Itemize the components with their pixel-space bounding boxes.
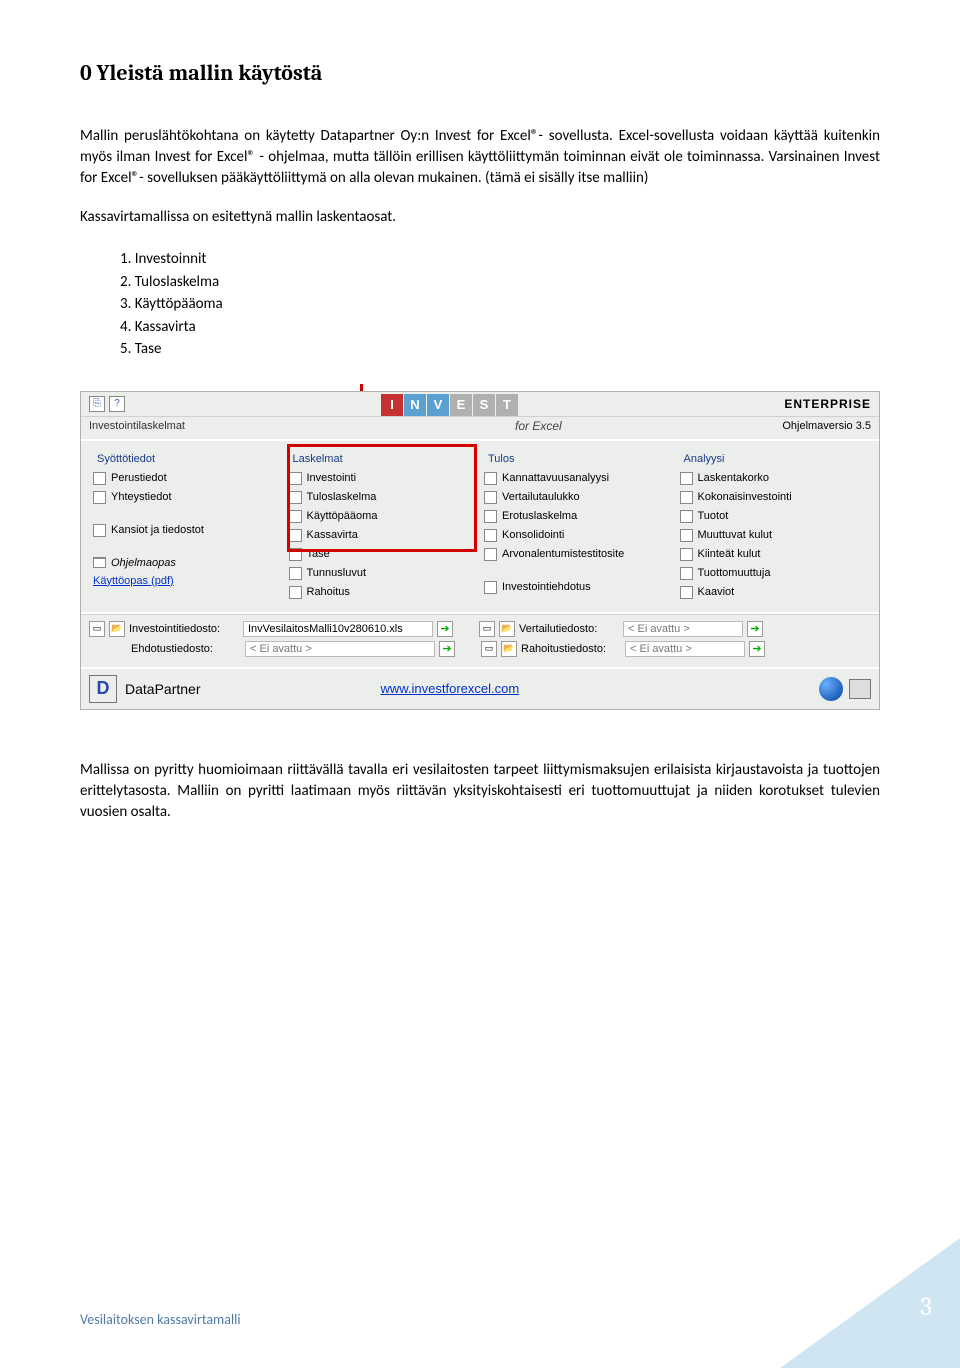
logo-letter: V — [427, 394, 449, 416]
paragraph-2: Kassavirtamallissa on esitettynä mallin … — [80, 207, 880, 228]
item-kaaviot[interactable]: Kaaviot — [680, 585, 868, 600]
list-item: 1. Investoinnit — [120, 248, 880, 271]
item-kannattavuus[interactable]: Kannattavuusanalyysi — [484, 471, 672, 486]
item-arvonalentumis[interactable]: Arvonalentumistestitosite — [484, 547, 672, 562]
open-icon[interactable]: 📂 — [501, 641, 517, 657]
item-kayttoopas-pdf[interactable]: Käyttöopas (pdf) — [93, 574, 281, 588]
footer-text: Vesilaitoksen kassavirtamalli — [80, 1311, 241, 1328]
item-perustiedot[interactable]: Perustiedot — [93, 471, 281, 486]
section-heading: 0 Yleistä mallin käytöstä — [80, 60, 880, 86]
app-screenshot: I N V E S T ⎘ ? ENTERPRISE Investointila… — [80, 391, 880, 710]
version-label: Ohjelmaversio 3.5 — [782, 420, 871, 432]
col-head: Laskelmat — [289, 453, 477, 465]
list-item: 3. Käyttöpääoma — [120, 293, 880, 316]
go-icon[interactable]: ➔ — [749, 641, 765, 657]
item-tuotot[interactable]: Tuotot — [680, 509, 868, 524]
item-kansiot[interactable]: Kansiot ja tiedostot — [93, 523, 281, 538]
numbered-list: 1. Investoinnit 2. Tuloslaskelma 3. Käyt… — [80, 248, 880, 361]
screenshot-sub-bar: Investointilaskelmat for Excel Ohjelmave… — [81, 417, 879, 439]
col-head: Analyysi — [680, 453, 868, 465]
screenshot-files: ▭ 📂 Investointitiedosto: InvVesilaitosMa… — [81, 614, 879, 667]
file-label: Rahoitustiedosto: — [521, 643, 621, 655]
item-investointiehdotus[interactable]: Investointiehdotus — [484, 580, 672, 595]
page-number: 3 — [920, 1292, 932, 1322]
item-rahoitus[interactable]: Rahoitus — [289, 585, 477, 600]
paragraph-1: Mallin peruslähtökohtana on käytetty Dat… — [80, 126, 880, 189]
item-vertailutaulukko[interactable]: Vertailutaulukko — [484, 490, 672, 505]
list-item: 5. Tase — [120, 338, 880, 361]
file-value: < Ei avattu > — [623, 621, 743, 637]
item-tase[interactable]: Tase — [289, 547, 477, 562]
website-link[interactable]: www.investforexcel.com — [380, 681, 519, 696]
logo-letter: I — [381, 394, 403, 416]
file-row: ▭ 📂 Investointitiedosto: InvVesilaitosMa… — [89, 621, 871, 637]
item-kiinteatkulut[interactable]: Kiinteät kulut — [680, 547, 868, 562]
invest-logo: I N V E S T — [381, 394, 519, 416]
new-icon[interactable]: ▭ — [479, 621, 495, 637]
item-investointi[interactable]: Investointi — [289, 471, 477, 486]
for-excel-label: for Excel — [515, 419, 562, 433]
list-item: 4. Kassavirta — [120, 316, 880, 339]
open-icon[interactable]: 📂 — [109, 621, 125, 637]
item-kokonaisinvestointi[interactable]: Kokonaisinvestointi — [680, 490, 868, 505]
logo-letter: E — [450, 394, 472, 416]
module-label: Investointilaskelmat — [89, 420, 185, 432]
file-label: Ehdotustiedosto: — [131, 643, 241, 655]
file-row: Ehdotustiedosto: < Ei avattu > ➔ ▭ 📂 Rah… — [89, 641, 871, 657]
logo-letter: N — [404, 394, 426, 416]
new-icon[interactable]: ▭ — [89, 621, 105, 637]
col-head: Tulos — [484, 453, 672, 465]
datapartner-logo-icon: D — [89, 675, 117, 703]
file-value: < Ei avattu > — [245, 641, 435, 657]
go-icon[interactable]: ➔ — [437, 621, 453, 637]
item-ohjelmaopas[interactable]: Ohjelmaopas — [93, 556, 281, 570]
help-icon[interactable]: ? — [109, 396, 125, 412]
list-item: 2. Tuloslaskelma — [120, 271, 880, 294]
file-value: < Ei avattu > — [625, 641, 745, 657]
item-kassavirta[interactable]: Kassavirta — [289, 528, 477, 543]
item-yhteystiedot[interactable]: Yhteystiedot — [93, 490, 281, 505]
go-icon[interactable]: ➔ — [747, 621, 763, 637]
paragraph-3: Mallissa on pyritty huomioimaan riittävä… — [80, 760, 880, 823]
door-icon[interactable]: ⎘ — [89, 396, 105, 412]
col-laskelmat: Laskelmat Investointi Tuloslaskelma Käyt… — [285, 453, 481, 604]
open-icon[interactable]: 📂 — [499, 621, 515, 637]
item-muuttuvatkulut[interactable]: Muuttuvat kulut — [680, 528, 868, 543]
item-konsolidointi[interactable]: Konsolidointi — [484, 528, 672, 543]
printer-icon[interactable] — [849, 679, 871, 699]
footer-triangle — [780, 1238, 960, 1368]
screenshot-grid: Syöttötiedot Perustiedot Yhteystiedot Ka… — [81, 439, 879, 614]
screenshot-footer: D DataPartner www.investforexcel.com — [81, 667, 879, 709]
item-kayttopaaoma[interactable]: Käyttöpääoma — [289, 509, 477, 524]
item-erotuslaskelma[interactable]: Erotuslaskelma — [484, 509, 672, 524]
item-laskentakorko[interactable]: Laskentakorko — [680, 471, 868, 486]
file-label: Investointitiedosto: — [129, 623, 239, 635]
go-icon[interactable]: ➔ — [439, 641, 455, 657]
col-analyysi: Analyysi Laskentakorko Kokonaisinvestoin… — [676, 453, 872, 604]
new-icon[interactable]: ▭ — [481, 641, 497, 657]
col-tulos: Tulos Kannattavuusanalyysi Vertailutaulu… — [480, 453, 676, 604]
col-head: Syöttötiedot — [93, 453, 281, 465]
item-tunnusluvut[interactable]: Tunnusluvut — [289, 566, 477, 581]
file-label: Vertailutiedosto: — [519, 623, 619, 635]
logo-letter: T — [496, 394, 518, 416]
item-tuloslaskelma[interactable]: Tuloslaskelma — [289, 490, 477, 505]
logo-letter: S — [473, 394, 495, 416]
datapartner-label: DataPartner — [125, 681, 200, 697]
globe-icon[interactable] — [819, 677, 843, 701]
edition-label: ENTERPRISE — [784, 397, 871, 411]
item-tuottomuuttuja[interactable]: Tuottomuuttuja — [680, 566, 868, 581]
col-syottotiedot: Syöttötiedot Perustiedot Yhteystiedot Ka… — [89, 453, 285, 604]
file-value: InvVesilaitosMalli10v280610.xls — [243, 621, 433, 637]
